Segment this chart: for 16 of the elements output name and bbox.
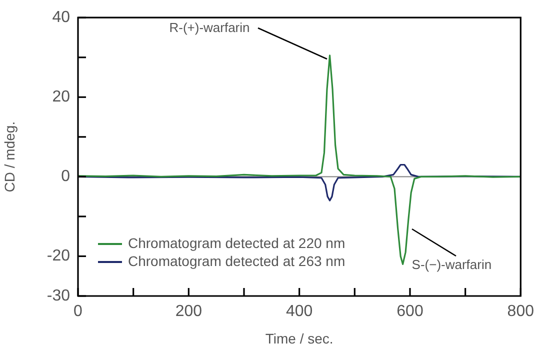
- y-axis-title: CD / mdeg.: [1, 121, 18, 192]
- annotation: R-(+)-warfarin: [169, 20, 250, 35]
- x-axis-title: Time / sec.: [265, 330, 334, 346]
- x-tick-label: 400: [286, 303, 313, 320]
- x-tick-label: 800: [507, 303, 534, 320]
- y-tick-label: 0: [61, 168, 70, 186]
- x-tick-label: 200: [175, 303, 202, 320]
- y-tick-label: -20: [46, 248, 70, 265]
- y-tick-label: 40: [52, 9, 70, 26]
- y-tick-label: 20: [52, 88, 70, 106]
- legend-label: Chromatogram detected at 263 nm: [128, 252, 346, 269]
- x-tick-label: 600: [396, 303, 424, 320]
- x-tick-label: 0: [74, 303, 83, 320]
- legend-label: Chromatogram detected at 220 nm: [128, 234, 346, 251]
- y-tick-label: -30: [46, 287, 70, 304]
- annotation: S-(−)-warfarin: [412, 256, 492, 272]
